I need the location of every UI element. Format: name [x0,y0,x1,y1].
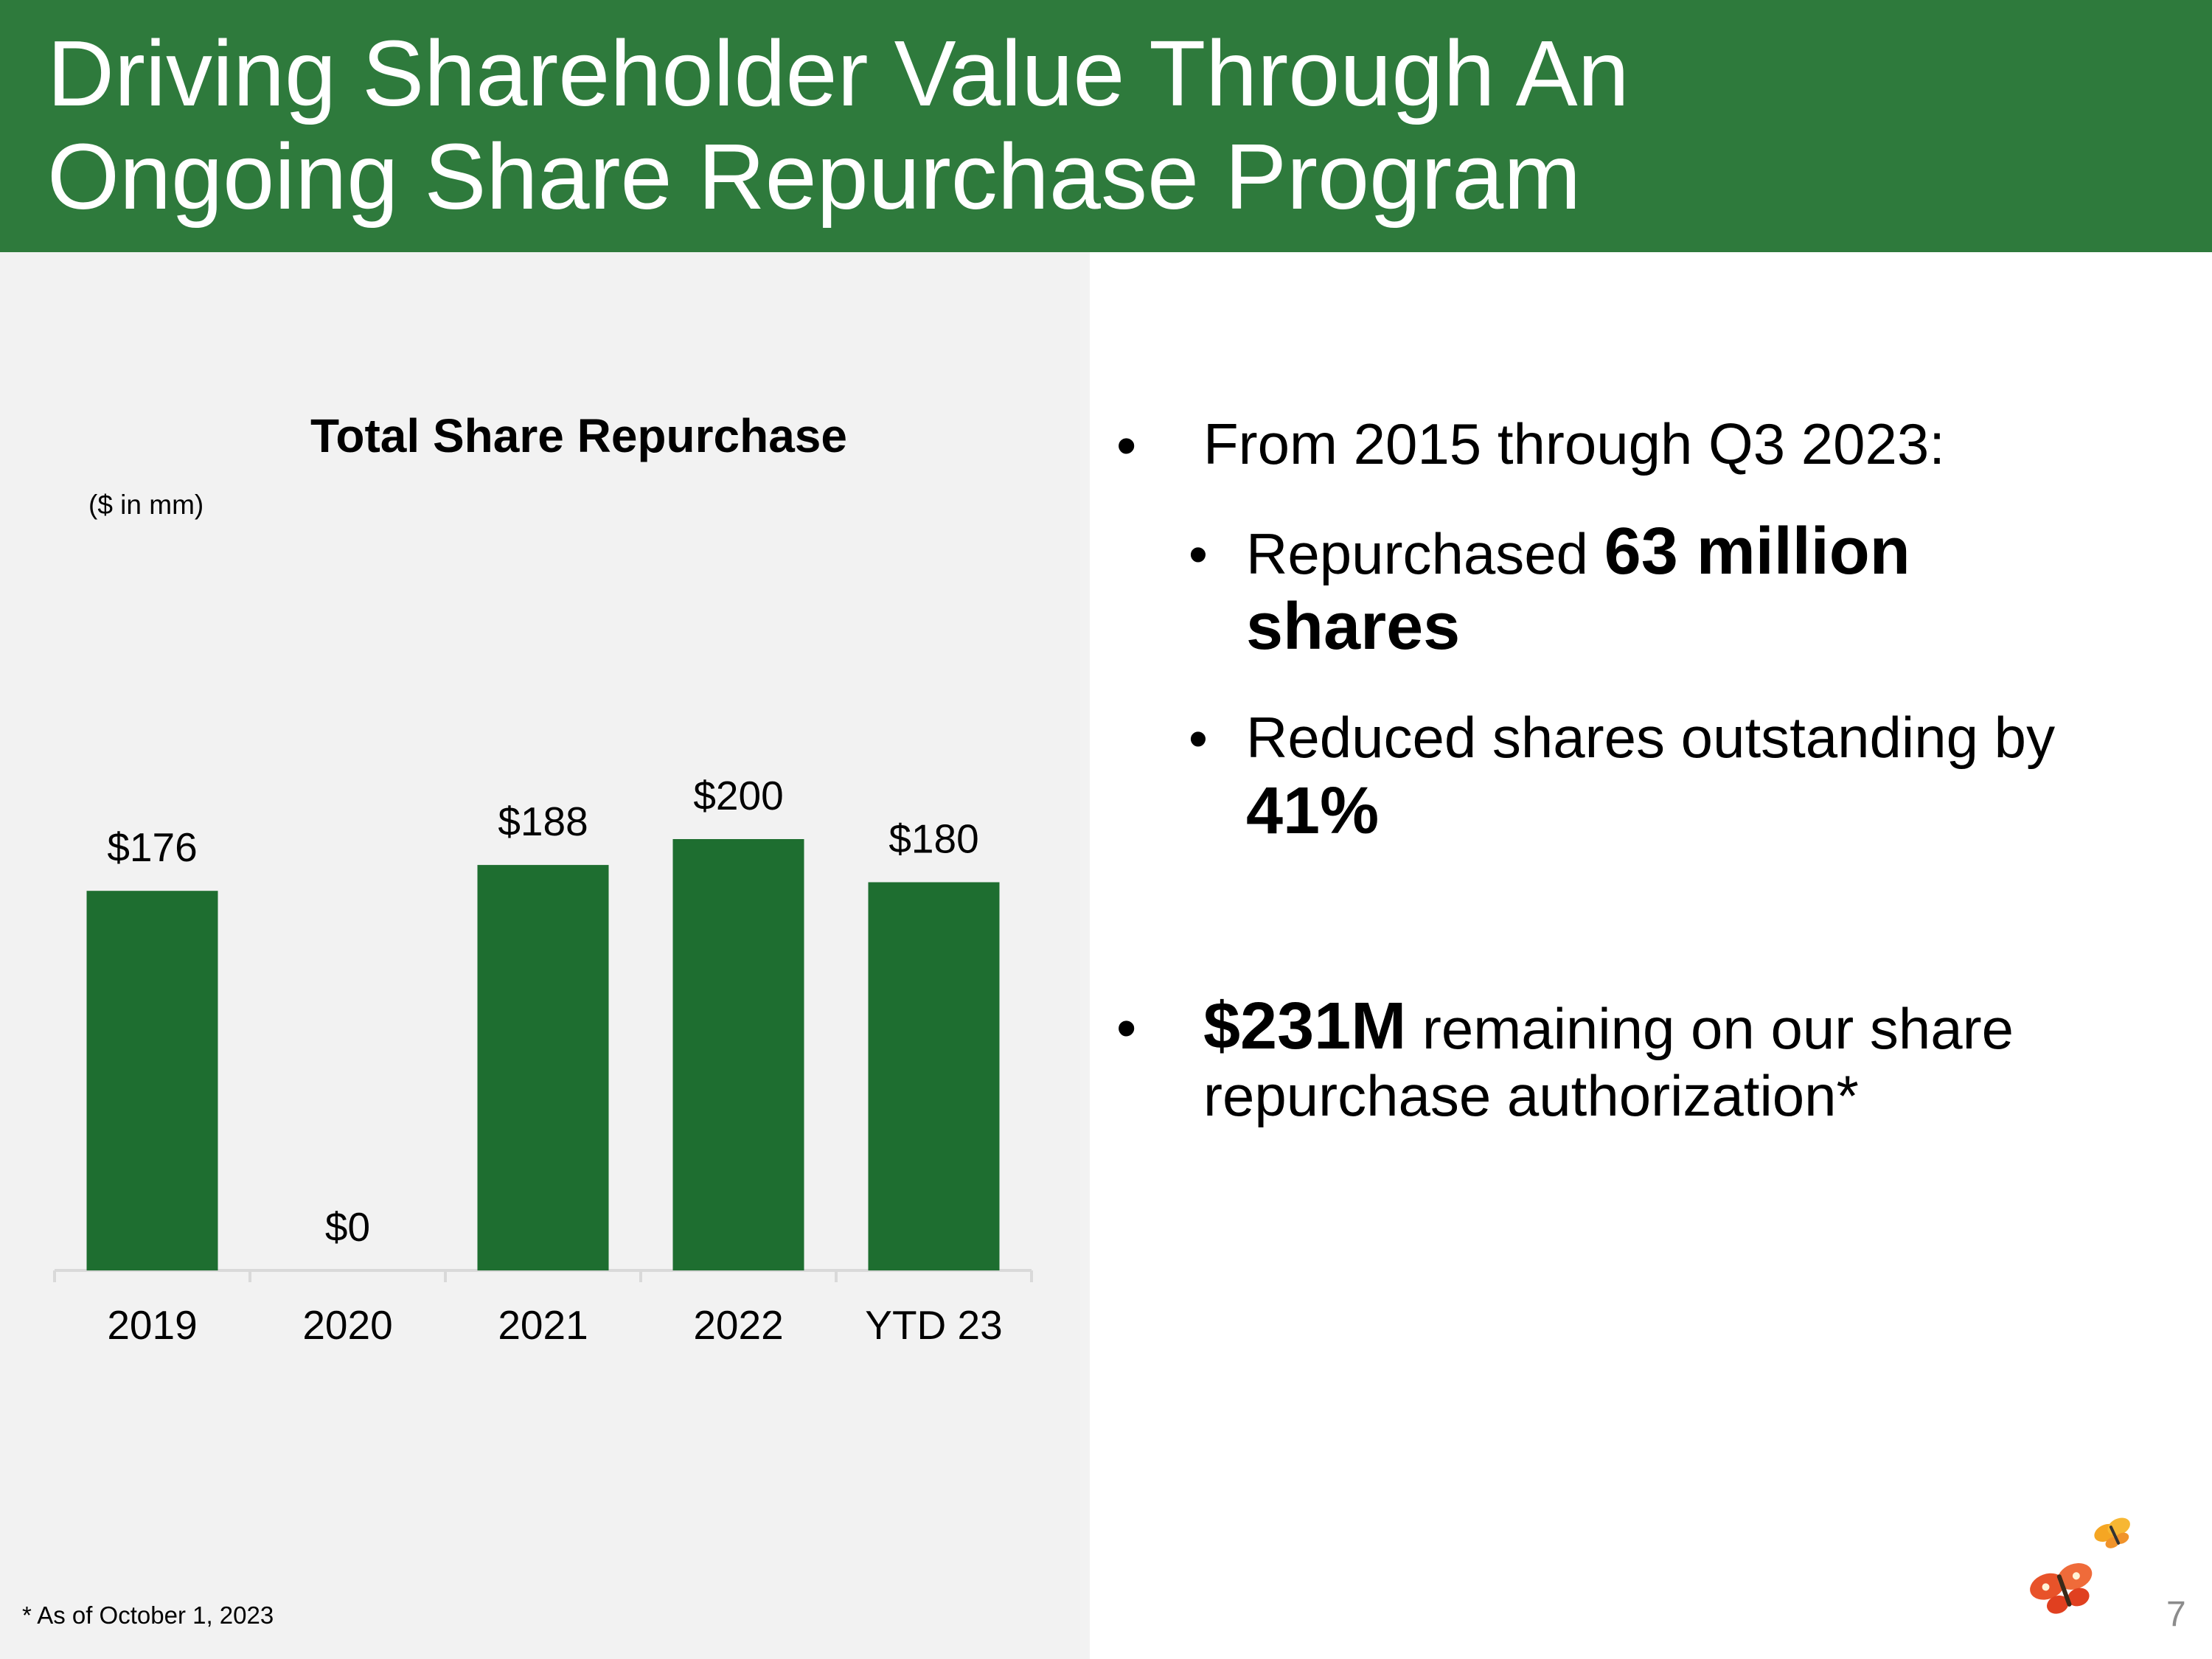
data-label: $0 [325,1204,370,1250]
bullet-remaining: $231M remaining on our share [1203,992,2014,1062]
sub-bullet-repurchased-shares: shares [1246,590,1461,664]
header-bar: Driving Shareholder Value Through An Ong… [0,0,2212,252]
slide-title-line-2: Ongoing Share Repurchase Program [47,125,1582,229]
sub-bullet-reduced-line2: 41% [1246,774,1379,850]
sub-bullet-repurchased-text: Repurchased [1246,521,1604,586]
x-tick-label: 2021 [498,1302,588,1348]
chart-unit-note: ($ in mm) [88,490,204,520]
bar-2021 [477,865,609,1270]
x-tick-label: 2019 [107,1302,197,1348]
data-label: $180 [888,816,978,862]
sub-bullet-dot: • [1189,708,1208,769]
page-number: 7 [2166,1595,2186,1634]
sub-bullet-repurchased: Repurchased 63 million [1246,515,1910,591]
sub-bullet-repurchased-line2: shares [1246,590,1460,666]
bar-ytd-23 [868,882,1000,1270]
x-tick-label: 2020 [302,1302,392,1348]
bar-2019 [86,891,218,1270]
bullet-from-2015: From 2015 through Q3 2023: [1203,411,1945,476]
sub-bullet-reduced-percent: 41% [1246,774,1380,848]
sub-bullet-repurchased-amount: 63 million [1604,515,1910,588]
bullet-dot: • [1116,413,1137,478]
x-tick-label: YTD 23 [865,1302,1002,1348]
bar-2022 [672,839,804,1270]
chart-title: Total Share Repurchase [310,409,847,462]
sub-bullet-dot: • [1189,524,1208,585]
sub-bullet-reduced: Reduced shares outstanding by [1246,705,2056,770]
slide-title-line-1: Driving Shareholder Value Through An [47,21,1630,125]
bar-chart: $176 2019 $0 2020 $188 2021 $200 2022 $180 YTD 23 [53,773,1033,1348]
butterfly-logo-icon [2030,1517,2130,1614]
remaining-amount: $231M [1203,990,1407,1063]
data-label: $200 [693,773,783,818]
bullet-dot: • [1116,995,1137,1060]
data-label: $176 [107,824,197,870]
bullet-remaining-line2: repurchase authorization* [1203,1063,1859,1128]
x-tick-label: 2022 [693,1302,783,1348]
footnote: * As of October 1, 2023 [22,1601,274,1629]
data-label: $188 [498,799,588,844]
remaining-text: remaining on our share [1406,996,2014,1061]
